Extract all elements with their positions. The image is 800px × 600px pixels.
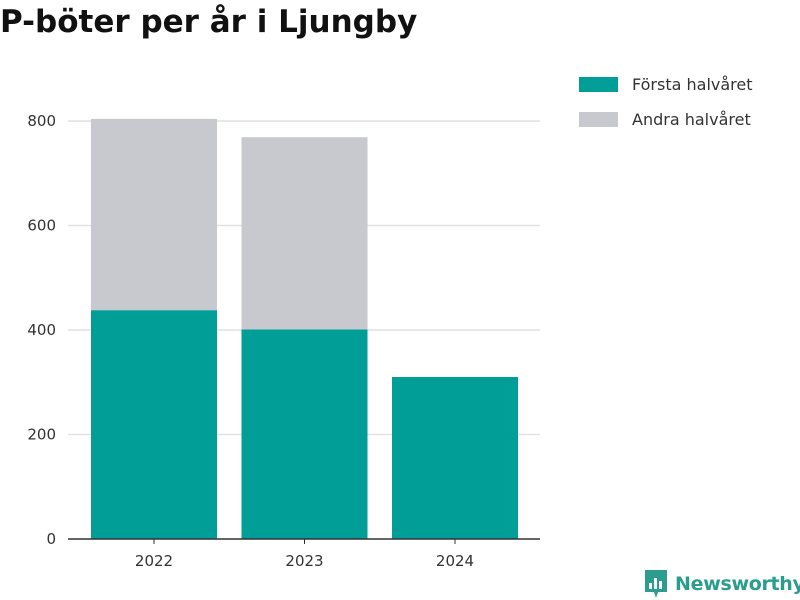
- legend-swatch-forsta-halvaret: [579, 77, 618, 92]
- legend: Första halvåret Andra halvåret: [579, 73, 753, 131]
- bar-2023-andra-halvaret[interactable]: [241, 137, 368, 330]
- brand-name: Newsworthy: [675, 573, 800, 595]
- y-tick-label-200: 200: [27, 426, 56, 444]
- chart-title: P-böter per år i Ljungby: [0, 4, 418, 40]
- y-tick-label-800: 800: [27, 112, 56, 130]
- legend-label-andra-halvaret: Andra halvåret: [632, 110, 751, 129]
- legend-label-forsta-halvaret: Första halvåret: [632, 75, 753, 94]
- x-tick-label-2024: 2024: [436, 552, 474, 570]
- bars: [91, 118, 518, 539]
- bar-2022-andra-halvaret[interactable]: [91, 118, 217, 311]
- x-tick-label-2022: 2022: [135, 552, 173, 570]
- y-tick-label-0: 0: [46, 530, 56, 548]
- y-tick-label-400: 400: [27, 321, 56, 339]
- legend-item-forsta-halvaret[interactable]: Första halvåret: [579, 73, 753, 96]
- axes: 0 200 400 600 800 2022 2023 2024: [27, 112, 540, 570]
- newsworthy-brand[interactable]: Newsworthy: [644, 569, 800, 599]
- x-tick-label-2023: 2023: [285, 552, 323, 570]
- bar-2022-forsta-halvaret[interactable]: [91, 310, 217, 539]
- bar-2023-forsta-halvaret[interactable]: [241, 329, 368, 539]
- legend-item-andra-halvaret[interactable]: Andra halvåret: [579, 108, 753, 131]
- legend-swatch-andra-halvaret: [579, 112, 618, 127]
- bar-2024-forsta-halvaret[interactable]: [392, 377, 518, 539]
- y-tick-label-600: 600: [27, 217, 56, 235]
- newsworthy-logo-icon: [645, 570, 667, 598]
